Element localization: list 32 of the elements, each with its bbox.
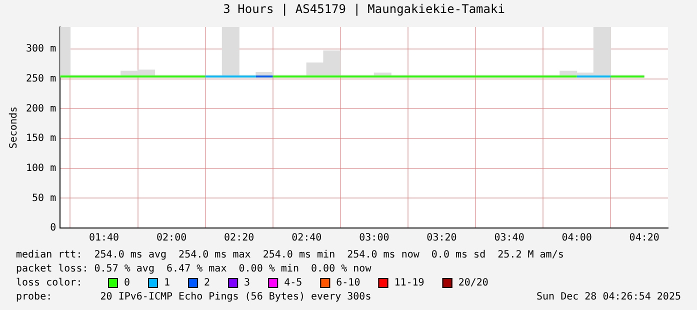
y-axis-title: Seconds (8, 106, 20, 149)
chart-title: 3 Hours | AS45179 | Maungakiekie-Tamaki (223, 2, 505, 16)
legend-label: 1 (164, 278, 170, 289)
text: packet loss: 0.57 % avg 6.47 % max 0.00 % min 0.00 % now (16, 264, 372, 275)
x-tick-label: 02:20 (224, 232, 254, 244)
x-tick-label: 04:00 (562, 232, 592, 244)
text: Sun Dec 28 04:26:54 2025 (536, 292, 681, 303)
legend-title: loss color: (16, 278, 82, 289)
y-tick-label: 300 m (26, 44, 56, 55)
x-tick-label: 02:40 (292, 232, 322, 244)
legend-label: 11-19 (394, 278, 424, 289)
legend-label: 2 (204, 278, 210, 289)
x-tick-label: 03:40 (494, 232, 524, 244)
x-tick-label: 03:20 (426, 232, 457, 244)
text: probe: 20 IPv6-ICMP Echo Pings (56 Bytes) every 300s (16, 292, 372, 303)
bar (222, 27, 240, 78)
legend-label: 3 (244, 278, 250, 289)
y-tick-label: 150 m (26, 133, 56, 144)
x-tick-label: 03:00 (359, 232, 390, 244)
x-tick-label: 04:20 (629, 232, 660, 244)
y-tick-label: 250 m (26, 73, 56, 84)
text: median rtt: 254.0 ms avg 254.0 ms max 254.0 ms min 254.0 ms now 0.0 ms sd 25.2 M am/s (16, 250, 564, 261)
legend-label: 0 (124, 278, 130, 289)
x-tick-label: 02:00 (156, 232, 187, 244)
y-tick-label: 100 m (26, 162, 56, 174)
legend-label: 6-10 (336, 278, 360, 289)
x-tick-label: 01:40 (88, 232, 120, 244)
y-tick-label: 0 (50, 222, 56, 234)
legend-label: 20/20 (458, 278, 488, 289)
y-tick-label: 50 m (32, 192, 56, 204)
y-tick-label: 200 m (26, 103, 56, 114)
legend-label: 4-5 (284, 278, 302, 289)
